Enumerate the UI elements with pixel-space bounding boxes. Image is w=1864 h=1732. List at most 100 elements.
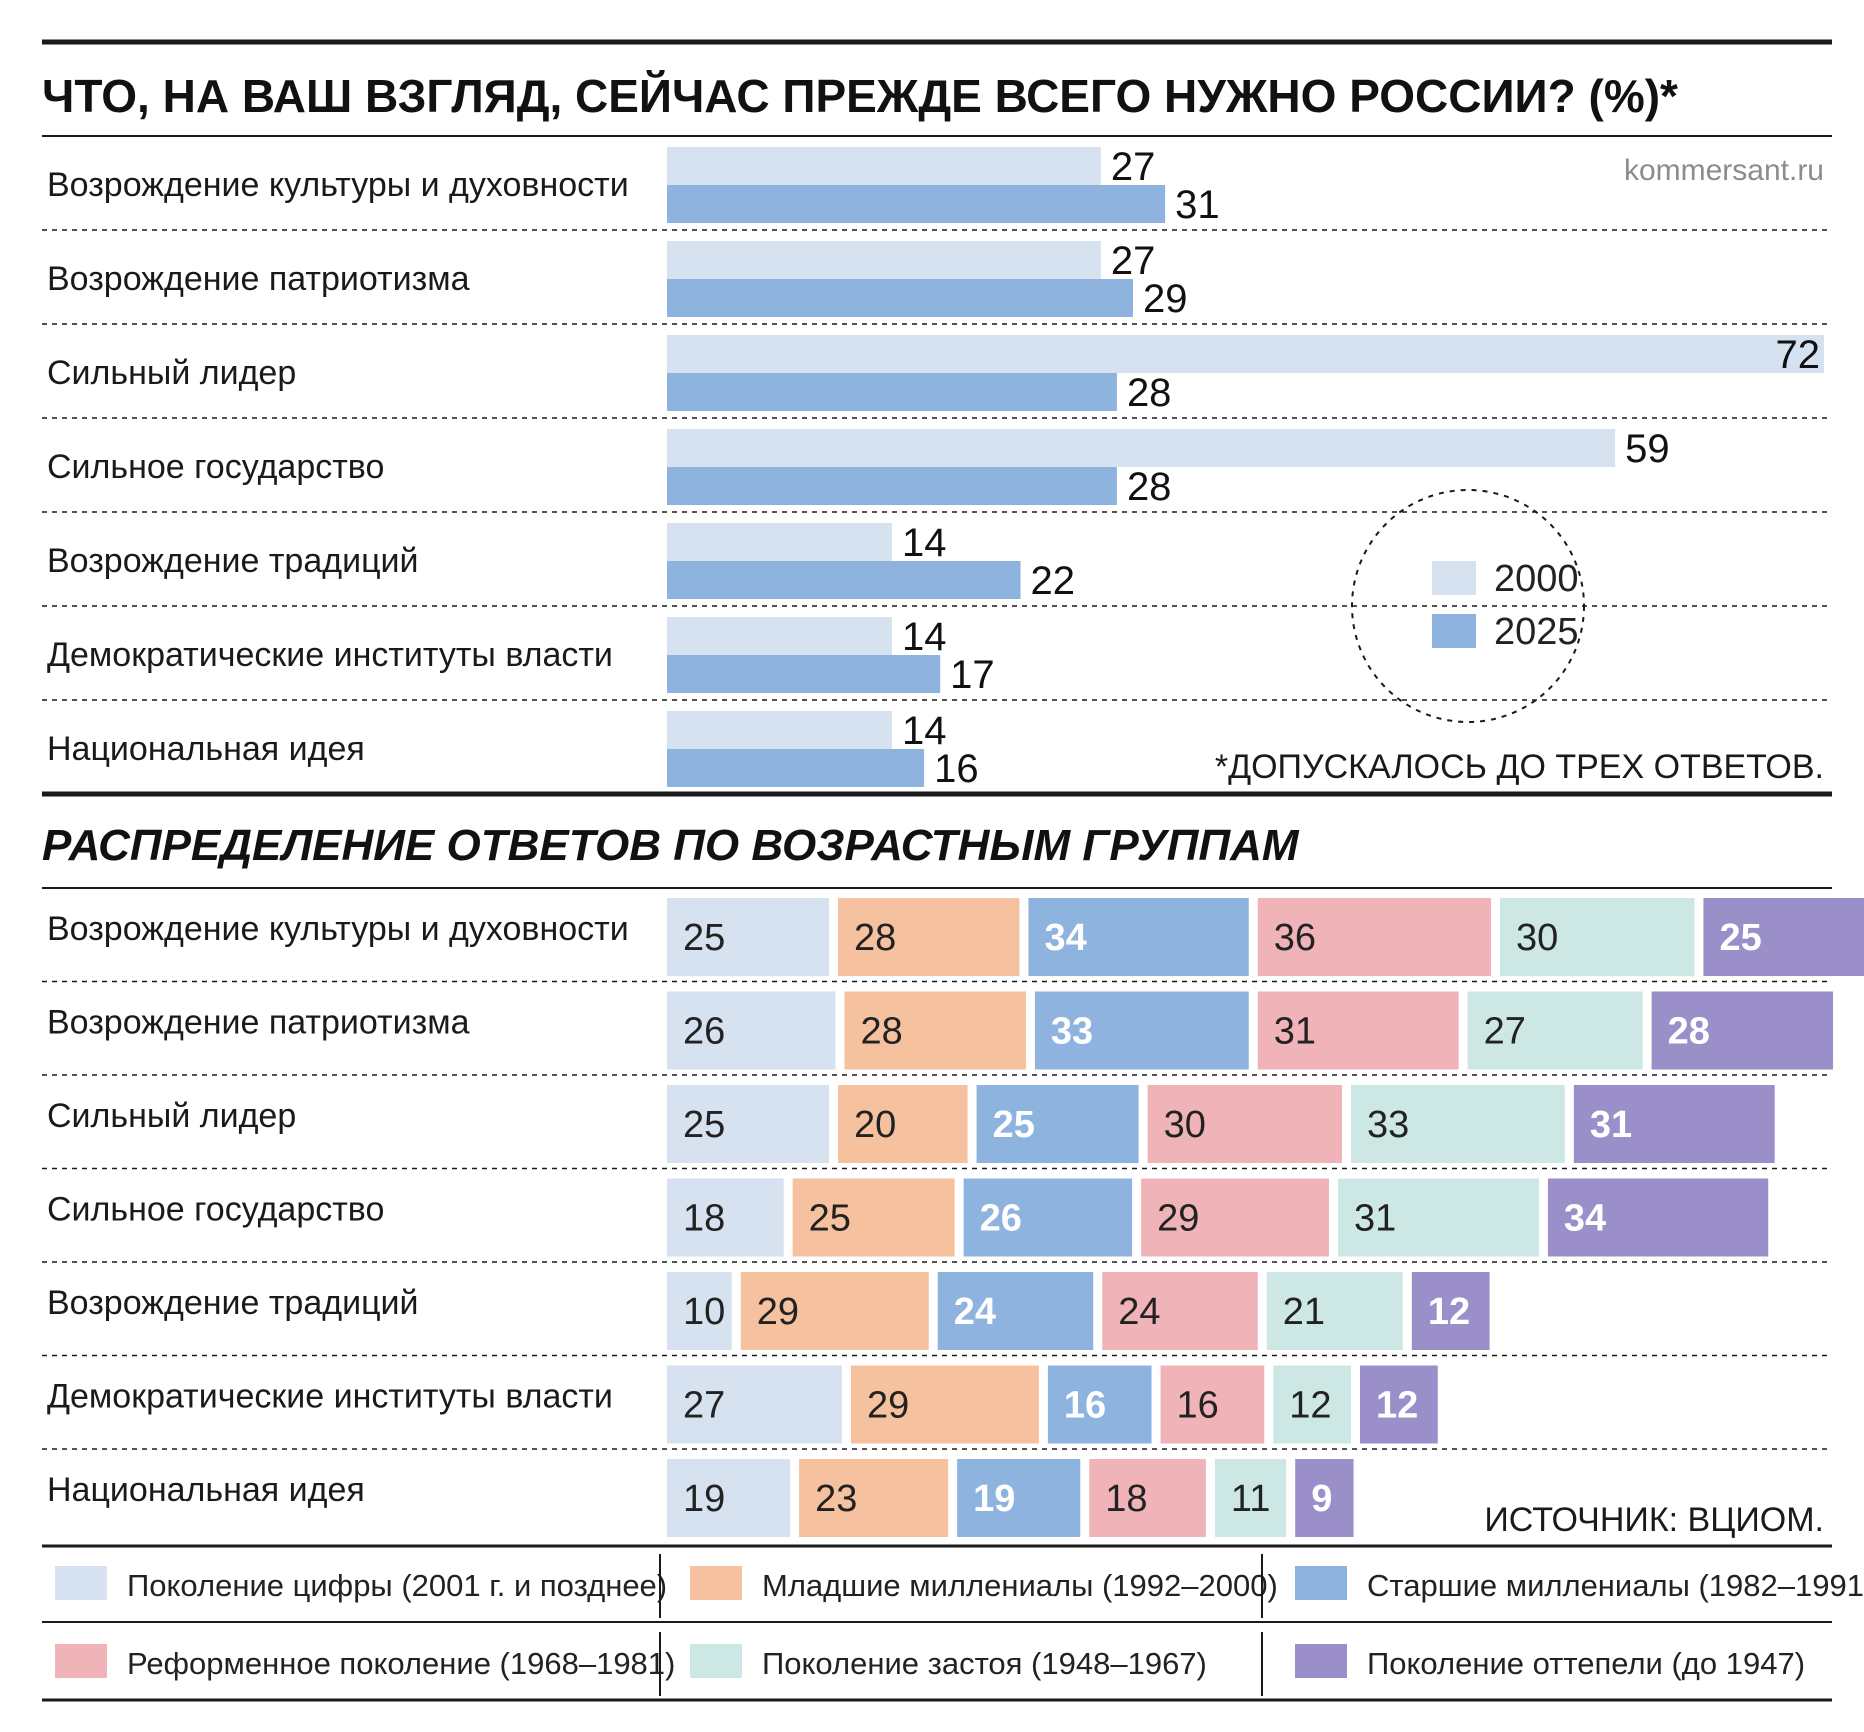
segment bbox=[838, 1085, 968, 1163]
source-site: kommersant.ru bbox=[1624, 154, 1824, 187]
segment-value-label: 25 bbox=[993, 1104, 1035, 1146]
segment-value-label: 25 bbox=[1719, 917, 1761, 959]
segment bbox=[667, 1459, 791, 1537]
segment-value-label: 29 bbox=[1157, 1198, 1199, 1240]
segment bbox=[1257, 991, 1459, 1070]
bar-2000 bbox=[667, 147, 1101, 185]
top-chart: Возрождение культуры и духовности 27 31 Воз… bbox=[42, 145, 1832, 791]
segment-value-label: 25 bbox=[809, 1198, 851, 1240]
segment bbox=[1360, 1365, 1438, 1444]
segment-value-label: 18 bbox=[1105, 1478, 1147, 1520]
legend-label: Старшие миллениалы (1982–1991) bbox=[1367, 1568, 1864, 1603]
segment-value-label: 12 bbox=[1289, 1385, 1331, 1427]
bar-2025 bbox=[667, 185, 1166, 223]
segment-value-label: 31 bbox=[1590, 1104, 1632, 1146]
bar-2000 bbox=[667, 429, 1616, 467]
legend-circle-outline bbox=[1351, 489, 1585, 723]
bar-value-label: 17 bbox=[950, 653, 995, 697]
top-row-label: Возрождение культуры и духовности bbox=[47, 166, 629, 204]
legend-swatch bbox=[1295, 1566, 1347, 1600]
segment bbox=[1295, 1459, 1354, 1537]
bottom-row-label: Демократические институты власти bbox=[47, 1378, 613, 1416]
top-row-label: Сильное государство bbox=[47, 448, 384, 486]
legend-swatch-2025 bbox=[1432, 614, 1476, 648]
segment bbox=[1351, 1085, 1565, 1163]
segment bbox=[1547, 1178, 1769, 1257]
legend-label: Поколение оттепели (до 1947) bbox=[1367, 1646, 1805, 1681]
legend-swatch bbox=[55, 1566, 107, 1600]
segment bbox=[667, 898, 829, 976]
segment bbox=[1651, 991, 1834, 1070]
segment bbox=[838, 898, 1020, 976]
legend-label: Реформенное поколение (1968–1981) bbox=[127, 1646, 675, 1681]
segment-value-label: 28 bbox=[854, 917, 896, 959]
segment bbox=[1467, 991, 1643, 1070]
segment bbox=[667, 1272, 732, 1350]
bottom-row-label: Возрождение традиций bbox=[47, 1284, 419, 1322]
legend-circle: 2000 2025 bbox=[1351, 489, 1585, 723]
bar-value-label: 72 bbox=[1776, 333, 1821, 377]
bar-value-label: 14 bbox=[902, 709, 947, 753]
segment-value-label: 29 bbox=[757, 1291, 799, 1333]
bottom-chart: Возрождение культуры и духовности 25 28 34 3… bbox=[42, 898, 1864, 1537]
segment-value-label: 21 bbox=[1283, 1291, 1325, 1333]
segment bbox=[1147, 1085, 1342, 1163]
segment-value-label: 28 bbox=[1668, 1011, 1710, 1053]
segment bbox=[1141, 1178, 1330, 1257]
segment-value-label: 23 bbox=[815, 1478, 857, 1520]
bar-2025 bbox=[667, 561, 1021, 599]
segment-value-label: 20 bbox=[854, 1104, 896, 1146]
bar-2025 bbox=[667, 467, 1117, 505]
bar-2025 bbox=[667, 373, 1117, 411]
bar-value-label: 27 bbox=[1111, 145, 1156, 189]
legend-label: Младшие миллениалы (1992–2000) bbox=[762, 1568, 1278, 1603]
top-row-label: Сильный лидер bbox=[47, 354, 296, 392]
segment bbox=[740, 1272, 929, 1350]
segment bbox=[1089, 1459, 1206, 1537]
segment bbox=[963, 1178, 1133, 1257]
bar-value-label: 28 bbox=[1127, 371, 1172, 415]
legend-label-2000: 2000 bbox=[1494, 558, 1579, 600]
segment-value-label: 33 bbox=[1051, 1011, 1093, 1053]
top-row-label: Возрождение патриотизма bbox=[47, 260, 470, 298]
bottom-row-label: Сильное государство bbox=[47, 1191, 384, 1229]
top-row-label: Возрождение традиций bbox=[47, 542, 419, 580]
bar-2000 bbox=[667, 335, 1824, 373]
bar-2000 bbox=[667, 617, 892, 655]
bar-value-label: 14 bbox=[902, 521, 947, 565]
legend-swatch bbox=[690, 1566, 742, 1600]
segment-value-label: 9 bbox=[1311, 1478, 1332, 1520]
segment bbox=[667, 1365, 842, 1444]
bar-value-label: 22 bbox=[1031, 559, 1076, 603]
segment-value-label: 31 bbox=[1274, 1011, 1316, 1053]
segment-value-label: 24 bbox=[954, 1291, 996, 1333]
segment-value-label: 30 bbox=[1516, 917, 1558, 959]
legend-label-2025: 2025 bbox=[1494, 611, 1579, 653]
segment bbox=[1703, 898, 1864, 976]
bottom-row-label: Сильный лидер bbox=[47, 1097, 296, 1135]
bar-value-label: 14 bbox=[902, 615, 947, 659]
segment bbox=[667, 1085, 829, 1163]
bar-2025 bbox=[667, 749, 925, 787]
footnote: *ДОПУСКАЛОСЬ ДО ТРЕХ ОТВЕТОВ. bbox=[1215, 748, 1824, 786]
segment bbox=[1257, 898, 1492, 976]
bar-value-label: 29 bbox=[1143, 277, 1188, 321]
legend-swatch bbox=[55, 1644, 107, 1678]
bar-2000 bbox=[667, 711, 892, 749]
legend-swatch bbox=[1295, 1644, 1347, 1678]
bar-2000 bbox=[667, 241, 1101, 279]
segment bbox=[1500, 898, 1695, 976]
segment bbox=[850, 1365, 1039, 1444]
segment bbox=[1102, 1272, 1258, 1350]
segment-value-label: 34 bbox=[1044, 917, 1086, 959]
segment-value-label: 11 bbox=[1231, 1478, 1270, 1520]
segment-value-label: 16 bbox=[1064, 1385, 1106, 1427]
bar-value-label: 31 bbox=[1175, 183, 1220, 227]
segment-value-label: 24 bbox=[1118, 1291, 1160, 1333]
bottom-row-label: Возрождение патриотизма bbox=[47, 1004, 470, 1042]
segment-value-label: 29 bbox=[867, 1385, 909, 1427]
bar-value-label: 16 bbox=[934, 747, 979, 791]
legend-swatch-2000 bbox=[1432, 561, 1476, 595]
segment-value-label: 33 bbox=[1367, 1104, 1409, 1146]
